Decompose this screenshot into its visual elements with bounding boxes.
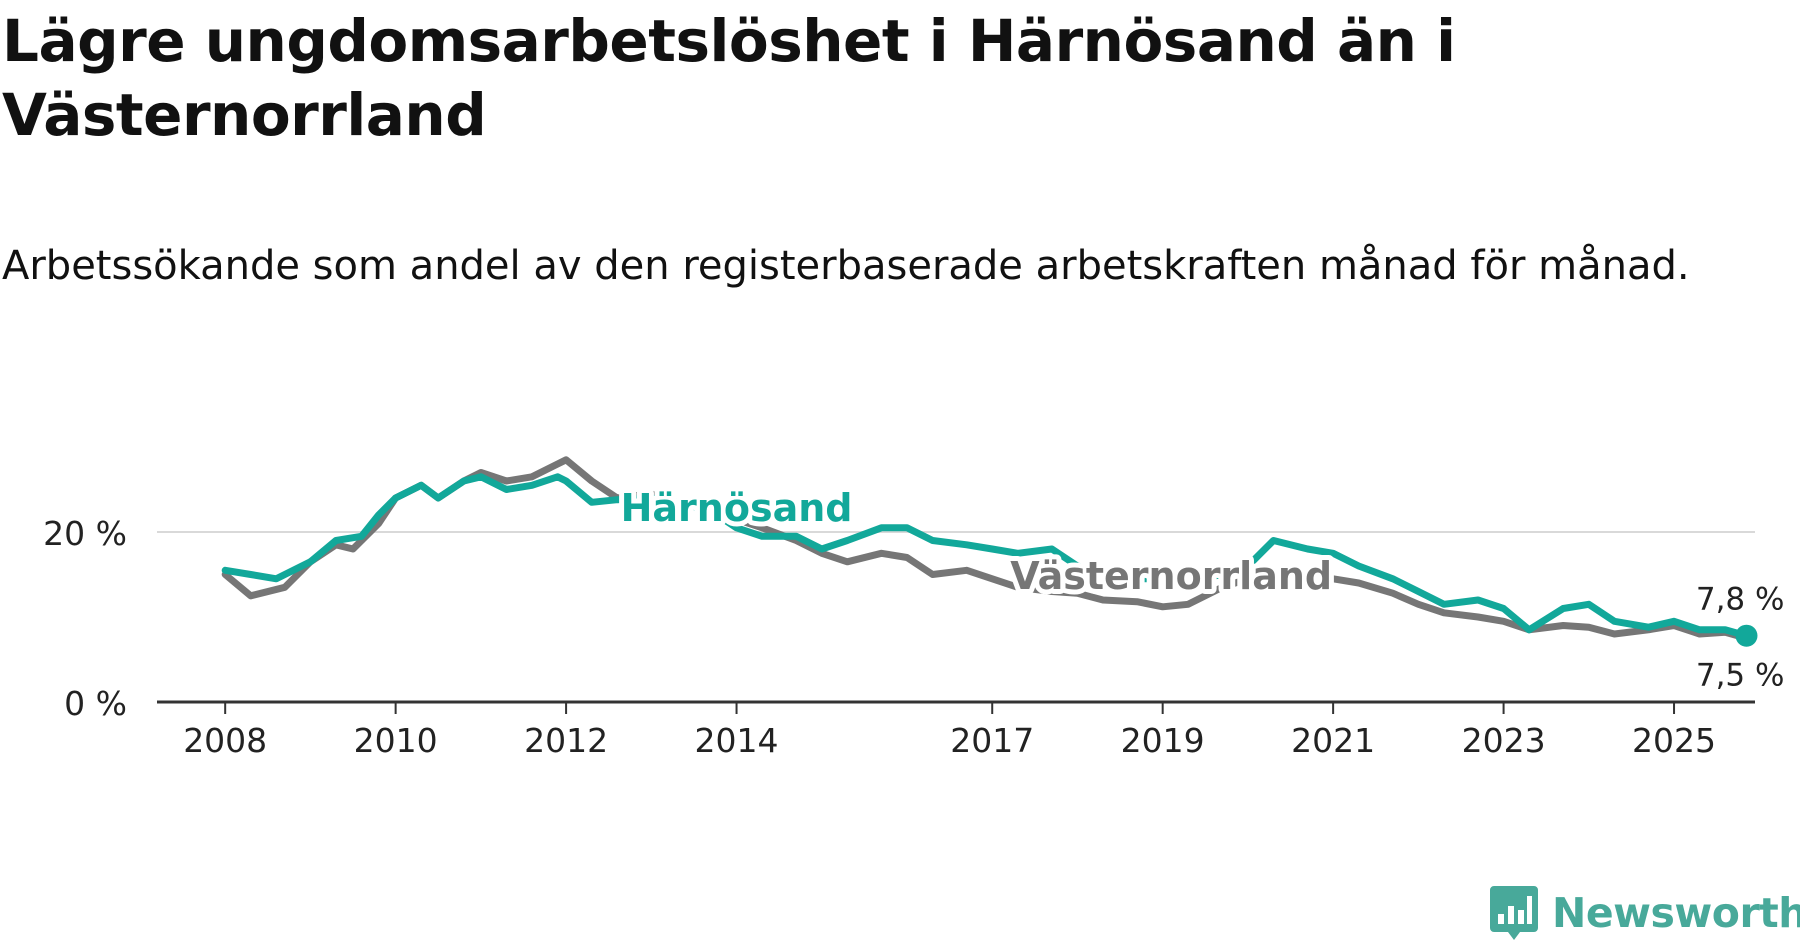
series-label-halo-vsternorrland: Västernorrland — [1010, 554, 1332, 598]
axis-layer: 0 % 20 % 2008 2010 2012 2014 2017 2019 2021 2023 2… — [43, 514, 1755, 760]
newsworthy-chart-icon — [1490, 886, 1538, 940]
series-line-hrnsand — [221, 473, 1750, 640]
label-layer: 7,5 %7,8 %HärnösandHärnösandVästernorrla… — [616, 481, 1785, 693]
end-label-vsternorrland: 7,5 % — [1696, 657, 1785, 693]
end-label-hrnsand: 7,8 % — [1696, 582, 1785, 618]
x-tick-label: 2008 — [183, 721, 267, 760]
newsworthy-logo: Newsworthy — [1490, 886, 1800, 940]
chart-title: Lägre ungdomsarbetslöshet i Härnösand än… — [2, 7, 1456, 149]
x-tick-label: 2017 — [950, 721, 1034, 760]
y-tick-label: 20 % — [43, 514, 127, 553]
x-tick-label: 2021 — [1291, 721, 1375, 760]
series-layer — [221, 456, 1758, 647]
x-tick-label: 2012 — [524, 721, 608, 760]
x-tick-label: 2010 — [354, 721, 438, 760]
end-marker-hrnsand — [1735, 624, 1758, 647]
x-tick-label: 2014 — [695, 721, 779, 760]
x-tick-label: 2023 — [1462, 721, 1546, 760]
brand-name: Newsworthy — [1552, 889, 1800, 937]
x-tick-label: 2019 — [1121, 721, 1205, 760]
y-tick-label: 0 % — [64, 684, 127, 723]
series-label-halo-hrnsand: Härnösand — [621, 486, 853, 530]
x-tick-label: 2025 — [1632, 721, 1716, 760]
chart-subtitle: Arbetssökande som andel av den registerb… — [2, 243, 1690, 289]
series-label-vsternorrland: Västernorrland — [1010, 554, 1332, 598]
series-label-hrnsand: Härnösand — [621, 486, 853, 530]
